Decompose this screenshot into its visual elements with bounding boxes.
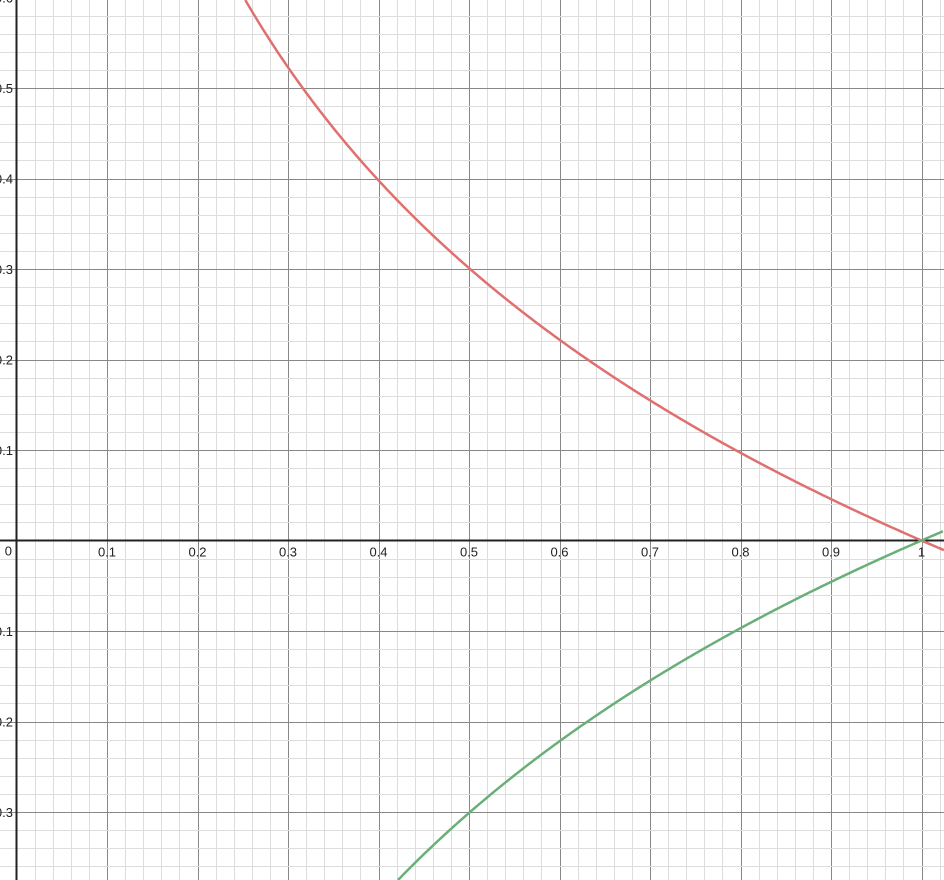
x-tick-label: 0.5: [460, 545, 478, 560]
x-tick-label: 0.9: [822, 545, 840, 560]
y-tick-label: 0.6: [0, 0, 13, 6]
x-tick-label: 0.8: [731, 545, 749, 560]
y-tick-label: 0.2: [0, 353, 13, 368]
series-log10: [397, 530, 944, 880]
x-tick-label: 0.1: [98, 545, 116, 560]
x-tick-label: 1: [918, 545, 925, 560]
y-tick-label: -0.2: [0, 715, 13, 730]
y-tick-label: -0.3: [0, 805, 13, 820]
origin-label: 0: [5, 544, 12, 559]
series-neg-log10: [244, 0, 944, 552]
x-tick-label: 0.6: [550, 545, 568, 560]
x-tick-label: 0.7: [641, 545, 659, 560]
x-tick-label: 0.2: [188, 545, 206, 560]
tick-labels: 0.1 0.2 0.3 0.4 0.5 0.6 0.7 0.8 0.9 1 0.6 0.5 0.4 0.3…: [0, 0, 925, 820]
x-tick-label: 0.4: [369, 545, 387, 560]
y-tick-label: 0.4: [0, 172, 13, 187]
y-tick-label: 0.1: [0, 443, 13, 458]
y-tick-label: 0.5: [0, 81, 13, 96]
curves: [244, 0, 944, 880]
y-tick-label: 0.3: [0, 262, 13, 277]
y-tick-label: -0.1: [0, 624, 13, 639]
x-tick-label: 0.3: [279, 545, 297, 560]
